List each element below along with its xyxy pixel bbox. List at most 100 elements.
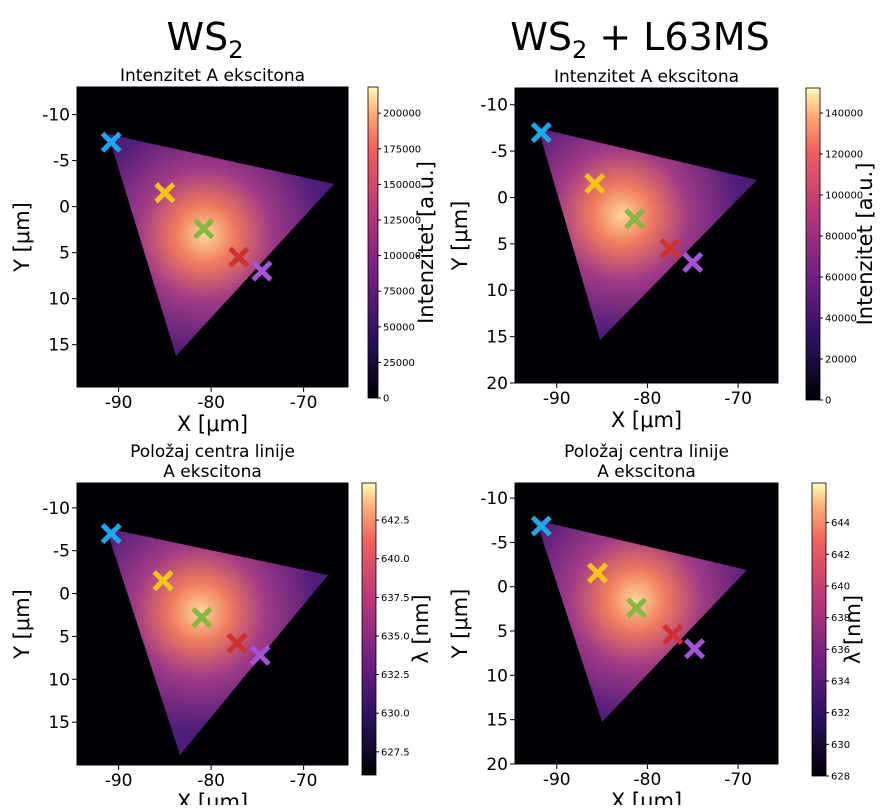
y-tick-label: -5 [53,542,70,562]
panel-title: Položaj centra linije [130,442,295,462]
colorbar-tick-label: 75000 [383,287,415,298]
colorbar-tick-label: 150000 [383,180,421,191]
x-axis-label: X [μm] [611,789,682,805]
marker [530,121,552,144]
marker [684,638,706,660]
colorbar-tick-label: 200000 [383,109,421,120]
colorbar-tick-label: 644 [831,518,850,529]
colorbar-tick-label: 60000 [825,273,857,284]
plot-frame [76,482,349,766]
colorbar-tick-label: 20000 [825,355,857,366]
marker [226,632,248,654]
colorbar-tick-label: 100000 [383,251,421,262]
colorbar-tick-label: 636 [831,645,850,656]
y-axis-label: Y [μm] [448,201,472,272]
marker [193,218,215,240]
y-tick-label: 10 [486,281,508,301]
y-tick-label: 20 [486,755,508,775]
x-tick-label: -90 [105,771,133,791]
x-tick-label: -90 [543,770,571,790]
marker [584,173,606,195]
colorbar-tick-label: 630.0 [381,709,410,720]
y-tick-label: -10 [480,489,508,509]
x-tick-label: -80 [197,393,225,413]
marker [659,237,681,260]
y-tick-label: -5 [491,142,508,162]
colorbar-tick-label: 0 [825,396,831,407]
y-tick-label: 10 [48,290,70,310]
y-axis-label: Y [μm] [10,589,34,660]
x-axis-label: X [μm] [177,412,248,436]
colorbar-tick-label: 628 [831,772,850,783]
y-tick-label: -5 [53,152,70,172]
colorbar-tick-label: 640.0 [381,554,410,565]
x-tick-label: -80 [634,770,662,790]
colorbar-label: Intenzitet [a.u.] [414,161,438,324]
x-tick-label: -70 [290,393,318,413]
column-title: WS2 + L63MS [510,15,769,64]
x-tick-label: -70 [724,389,752,409]
y-tick-label: 5 [497,235,508,255]
column-title: WS2 [167,15,244,64]
colorbar [361,482,377,776]
colorbar-tick-label: 642 [831,550,850,561]
y-tick-label: -10 [480,96,508,116]
colorbar-tick-label: 627.5 [381,747,410,758]
colorbar-tick-label: 100000 [825,191,863,202]
y-tick-label: 5 [59,627,70,647]
y-tick-label: 15 [486,328,508,348]
colorbar-tick-label: 25000 [383,358,415,369]
marker [530,515,552,537]
colorbar-tick-label: 40000 [825,314,857,325]
x-tick-label: -70 [724,770,752,790]
marker [625,597,648,619]
colorbar-tick-label: 630 [831,740,850,751]
marker [154,182,176,204]
colorbar-tick-label: 638 [831,613,850,624]
panel-title: A ekscitona [163,462,262,482]
colorbar-tick-label: 632 [831,708,850,719]
y-axis-label: Y [μm] [448,589,472,660]
y-tick-label: 10 [48,670,70,690]
panel-title: Intenzitet A ekscitona [120,66,305,86]
y-tick-label: 5 [59,244,70,264]
colorbar-tick-label: 140000 [825,109,863,120]
colorbar [805,87,821,401]
y-tick-label: -5 [491,533,508,553]
marker [152,570,174,592]
y-tick-label: -10 [42,499,70,519]
marker [251,260,273,282]
panel-title: Intenzitet A ekscitona [554,67,739,87]
colorbar-tick-label: 637.5 [381,593,410,604]
colorbar-tick-label: 50000 [383,322,415,333]
colorbar-label: λ [nm] [409,594,433,663]
marker [662,624,684,646]
y-tick-label: 0 [59,585,70,605]
panel-title: Položaj centra linije [564,442,729,462]
colorbar [811,482,827,777]
marker [191,607,213,629]
colorbar-tick-label: 635.0 [381,631,410,642]
y-tick-label: 0 [497,578,508,598]
colorbar-tick-label: 640 [831,581,850,592]
y-tick-label: 0 [59,198,70,218]
colorbar-tick-label: 120000 [825,150,863,161]
colorbar-tick-label: 634 [831,676,850,687]
colorbar-tick-label: 632.5 [381,670,410,681]
y-tick-label: 15 [486,711,508,731]
colorbar-label: Intenzitet [a.u.] [853,163,877,326]
marker [586,562,609,584]
colorbar-tick-label: 125000 [383,216,421,227]
x-tick-label: -80 [634,389,662,409]
plot-frame [76,86,349,388]
marker [249,644,271,666]
x-axis-label: X [μm] [611,408,682,432]
y-tick-label: 5 [497,622,508,642]
y-tick-label: -10 [42,106,70,126]
y-tick-label: 15 [48,713,70,733]
colorbar-label: λ [nm] [841,595,865,664]
colorbar [367,86,379,399]
y-tick-label: 15 [48,336,70,356]
x-axis-label: X [μm] [177,790,248,805]
x-tick-label: -70 [290,771,318,791]
